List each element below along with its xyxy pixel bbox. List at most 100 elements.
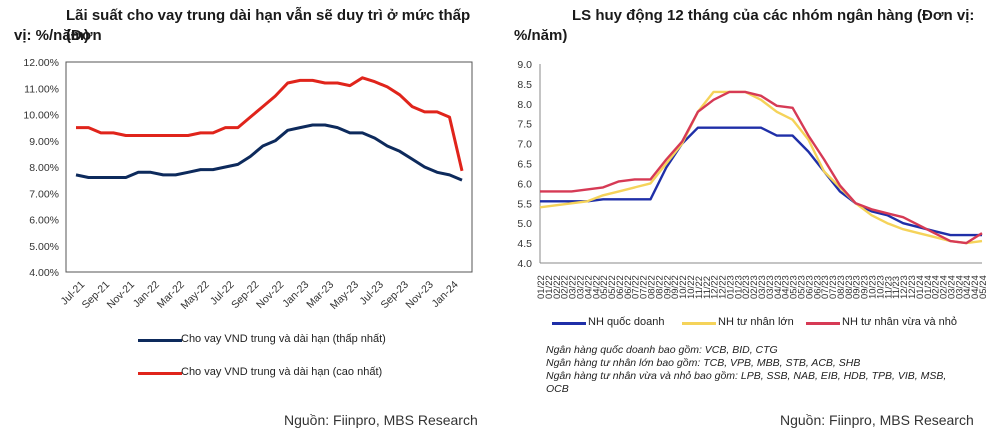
legend-line-large-private xyxy=(682,322,716,325)
left-x-tick-label: Nov-23 xyxy=(403,279,436,312)
right-x-tick-label: 07/22 xyxy=(631,275,642,299)
right-x-tick-label: 10/23 xyxy=(875,275,886,299)
right-x-tick-label: 05/23 xyxy=(789,275,800,299)
right-x-tick-label: 05/22 xyxy=(607,275,618,299)
right-x-tick-label: 03/24 xyxy=(954,275,965,299)
left-y-tick-label: 6.00% xyxy=(29,215,59,227)
right-x-tick-label: 05/23 xyxy=(796,275,807,299)
legend-label-small-private: NH tư nhân vừa và nhỏ xyxy=(842,316,958,328)
right-y-tick-label: 9.0 xyxy=(517,59,532,71)
right-x-tick-label: 06/23 xyxy=(812,275,823,299)
right-x-tick-label: 08/22 xyxy=(647,275,658,299)
right-x-tick-label: 02/24 xyxy=(931,275,942,299)
right-y-tick-label: 8.5 xyxy=(517,79,532,91)
right-x-tick-label: 02/23 xyxy=(741,275,752,299)
right-x-tick-label: 07/23 xyxy=(820,275,831,299)
right-x-tick-label: 03/22 xyxy=(575,275,586,299)
left-y-tick-label: 8.00% xyxy=(29,162,59,174)
right-chart-panel: LS huy động 12 tháng của các nhóm ngân h… xyxy=(500,0,1000,442)
right-chart-title-line2: %/năm) xyxy=(514,27,568,44)
right-y-tick-label: 4.0 xyxy=(517,258,532,270)
right-x-tick-label: 02/22 xyxy=(560,275,571,299)
right-y-tick-label: 6.0 xyxy=(517,178,532,190)
right-source-text: Nguồn: Fiinpro, MBS Research xyxy=(780,412,974,428)
right-chart-svg: 4.04.55.05.56.06.57.07.58.08.59.001/2201… xyxy=(517,59,989,299)
note-small-private-banks-cont: OCB xyxy=(546,383,569,395)
right-x-tick-label: 05/24 xyxy=(978,275,989,299)
right-x-tick-label: 01/23 xyxy=(725,275,736,299)
left-plot-frame xyxy=(65,61,473,273)
left-y-tick-label: 11.00% xyxy=(24,83,59,95)
right-x-tick-label: 04/23 xyxy=(773,275,784,299)
right-x-tick-label: 06/23 xyxy=(804,275,815,299)
left-y-tick-label: 4.00% xyxy=(29,267,59,279)
right-x-tick-label: 03/23 xyxy=(765,275,776,299)
left-x-tick-label: Nov-22 xyxy=(254,279,287,312)
right-x-tick-label: 06/22 xyxy=(623,275,634,299)
right-chart-title-line1: LS huy động 12 tháng của các nhóm ngân h… xyxy=(572,7,975,24)
left-x-tick-label: Nov-21 xyxy=(105,279,138,312)
series-line-large-private xyxy=(539,90,983,245)
right-x-tick-label: 12/23 xyxy=(907,275,918,299)
series-line-state xyxy=(540,126,982,237)
right-x-tick-label: 04/24 xyxy=(962,275,973,299)
right-x-tick-label: 09/23 xyxy=(852,275,863,299)
right-x-tick-label: 10/23 xyxy=(868,275,879,299)
series-line-low xyxy=(75,123,463,182)
right-x-tick-label: 02/22 xyxy=(552,275,563,299)
right-x-tick-label: 04/24 xyxy=(970,275,981,299)
right-x-tick-label: 08/23 xyxy=(844,275,855,299)
legend-line-high xyxy=(138,372,182,375)
note-large-private-banks: Ngân hàng tư nhân lớn bao gồm: TCB, VPB,… xyxy=(546,357,861,369)
right-x-tick-label: 03/22 xyxy=(568,275,579,299)
note-small-private-banks: Ngân hàng tư nhân vừa và nhỏ bao gồm: LP… xyxy=(546,370,947,382)
right-x-tick-label: 01/22 xyxy=(536,275,547,299)
right-y-tick-label: 7.5 xyxy=(517,119,532,131)
right-x-tick-label: 03/23 xyxy=(757,275,768,299)
left-source-text: Nguồn: Fiinpro, MBS Research xyxy=(284,412,478,428)
right-x-tick-label: 04/22 xyxy=(591,275,602,299)
right-y-tick-label: 7.0 xyxy=(517,139,532,151)
right-y-tick-label: 4.5 xyxy=(517,238,532,250)
legend-label-high: Cho vay VND trung và dài hạn (cao nhất) xyxy=(181,366,383,378)
right-x-tick-label: 01/22 xyxy=(544,275,555,299)
right-y-tick-label: 6.5 xyxy=(517,159,532,171)
right-x-tick-label: 01/24 xyxy=(923,275,934,299)
right-x-tick-label: 01/23 xyxy=(733,275,744,299)
right-x-tick-label: 07/23 xyxy=(828,275,839,299)
left-y-tick-label: 7.00% xyxy=(29,188,59,200)
right-x-tick-label: 04/23 xyxy=(781,275,792,299)
legend-label-low: Cho vay VND trung và dài hạn (thấp nhất) xyxy=(181,333,386,345)
right-x-tick-label: 10/22 xyxy=(678,275,689,299)
left-chart-panel: Lãi suất cho vay trung dài hạn vẫn sẽ du… xyxy=(14,7,478,428)
right-x-tick-label: 07/22 xyxy=(639,275,650,299)
left-x-tick-label: May-23 xyxy=(328,279,361,312)
right-x-tick-label: 08/22 xyxy=(654,275,665,299)
legend-line-state xyxy=(552,322,586,325)
right-x-tick-label: 12/23 xyxy=(899,275,910,299)
right-x-tick-label: 09/23 xyxy=(860,275,871,299)
right-y-tick-label: 5.0 xyxy=(517,218,532,230)
right-x-tick-label: 01/24 xyxy=(915,275,926,299)
note-state-banks: Ngân hàng quốc doanh bao gồm: VCB, BID, … xyxy=(546,344,778,356)
right-x-tick-label: 12/22 xyxy=(718,275,729,299)
series-line-small-private xyxy=(540,90,983,245)
right-x-tick-label: 11/22 xyxy=(694,276,705,299)
right-x-tick-label: 09/22 xyxy=(670,275,681,299)
left-chart-title-line2: vị: %/năm) xyxy=(14,27,90,44)
right-x-tick-label: 12/22 xyxy=(710,275,721,299)
legend-line-small-private xyxy=(806,322,840,325)
left-x-tick-label: May-22 xyxy=(178,279,211,312)
right-x-tick-label: 08/23 xyxy=(836,275,847,299)
right-x-tick-label: 03/24 xyxy=(946,275,957,299)
left-chart-title-line1: Lãi suất cho vay trung dài hạn vẫn sẽ du… xyxy=(66,7,471,44)
left-y-tick-label: 5.00% xyxy=(29,241,59,253)
legend-line-low xyxy=(138,339,182,342)
right-y-tick-label: 8.0 xyxy=(517,99,532,111)
right-y-tick-label: 5.5 xyxy=(517,198,532,210)
legend-label-state: NH quốc doanh xyxy=(588,316,665,328)
right-x-tick-label: 11/23 xyxy=(883,276,894,299)
left-y-tick-label: 12.00% xyxy=(23,57,59,69)
left-x-tick-label: Jan-24 xyxy=(430,279,461,310)
right-x-tick-label: 05/22 xyxy=(599,275,610,299)
